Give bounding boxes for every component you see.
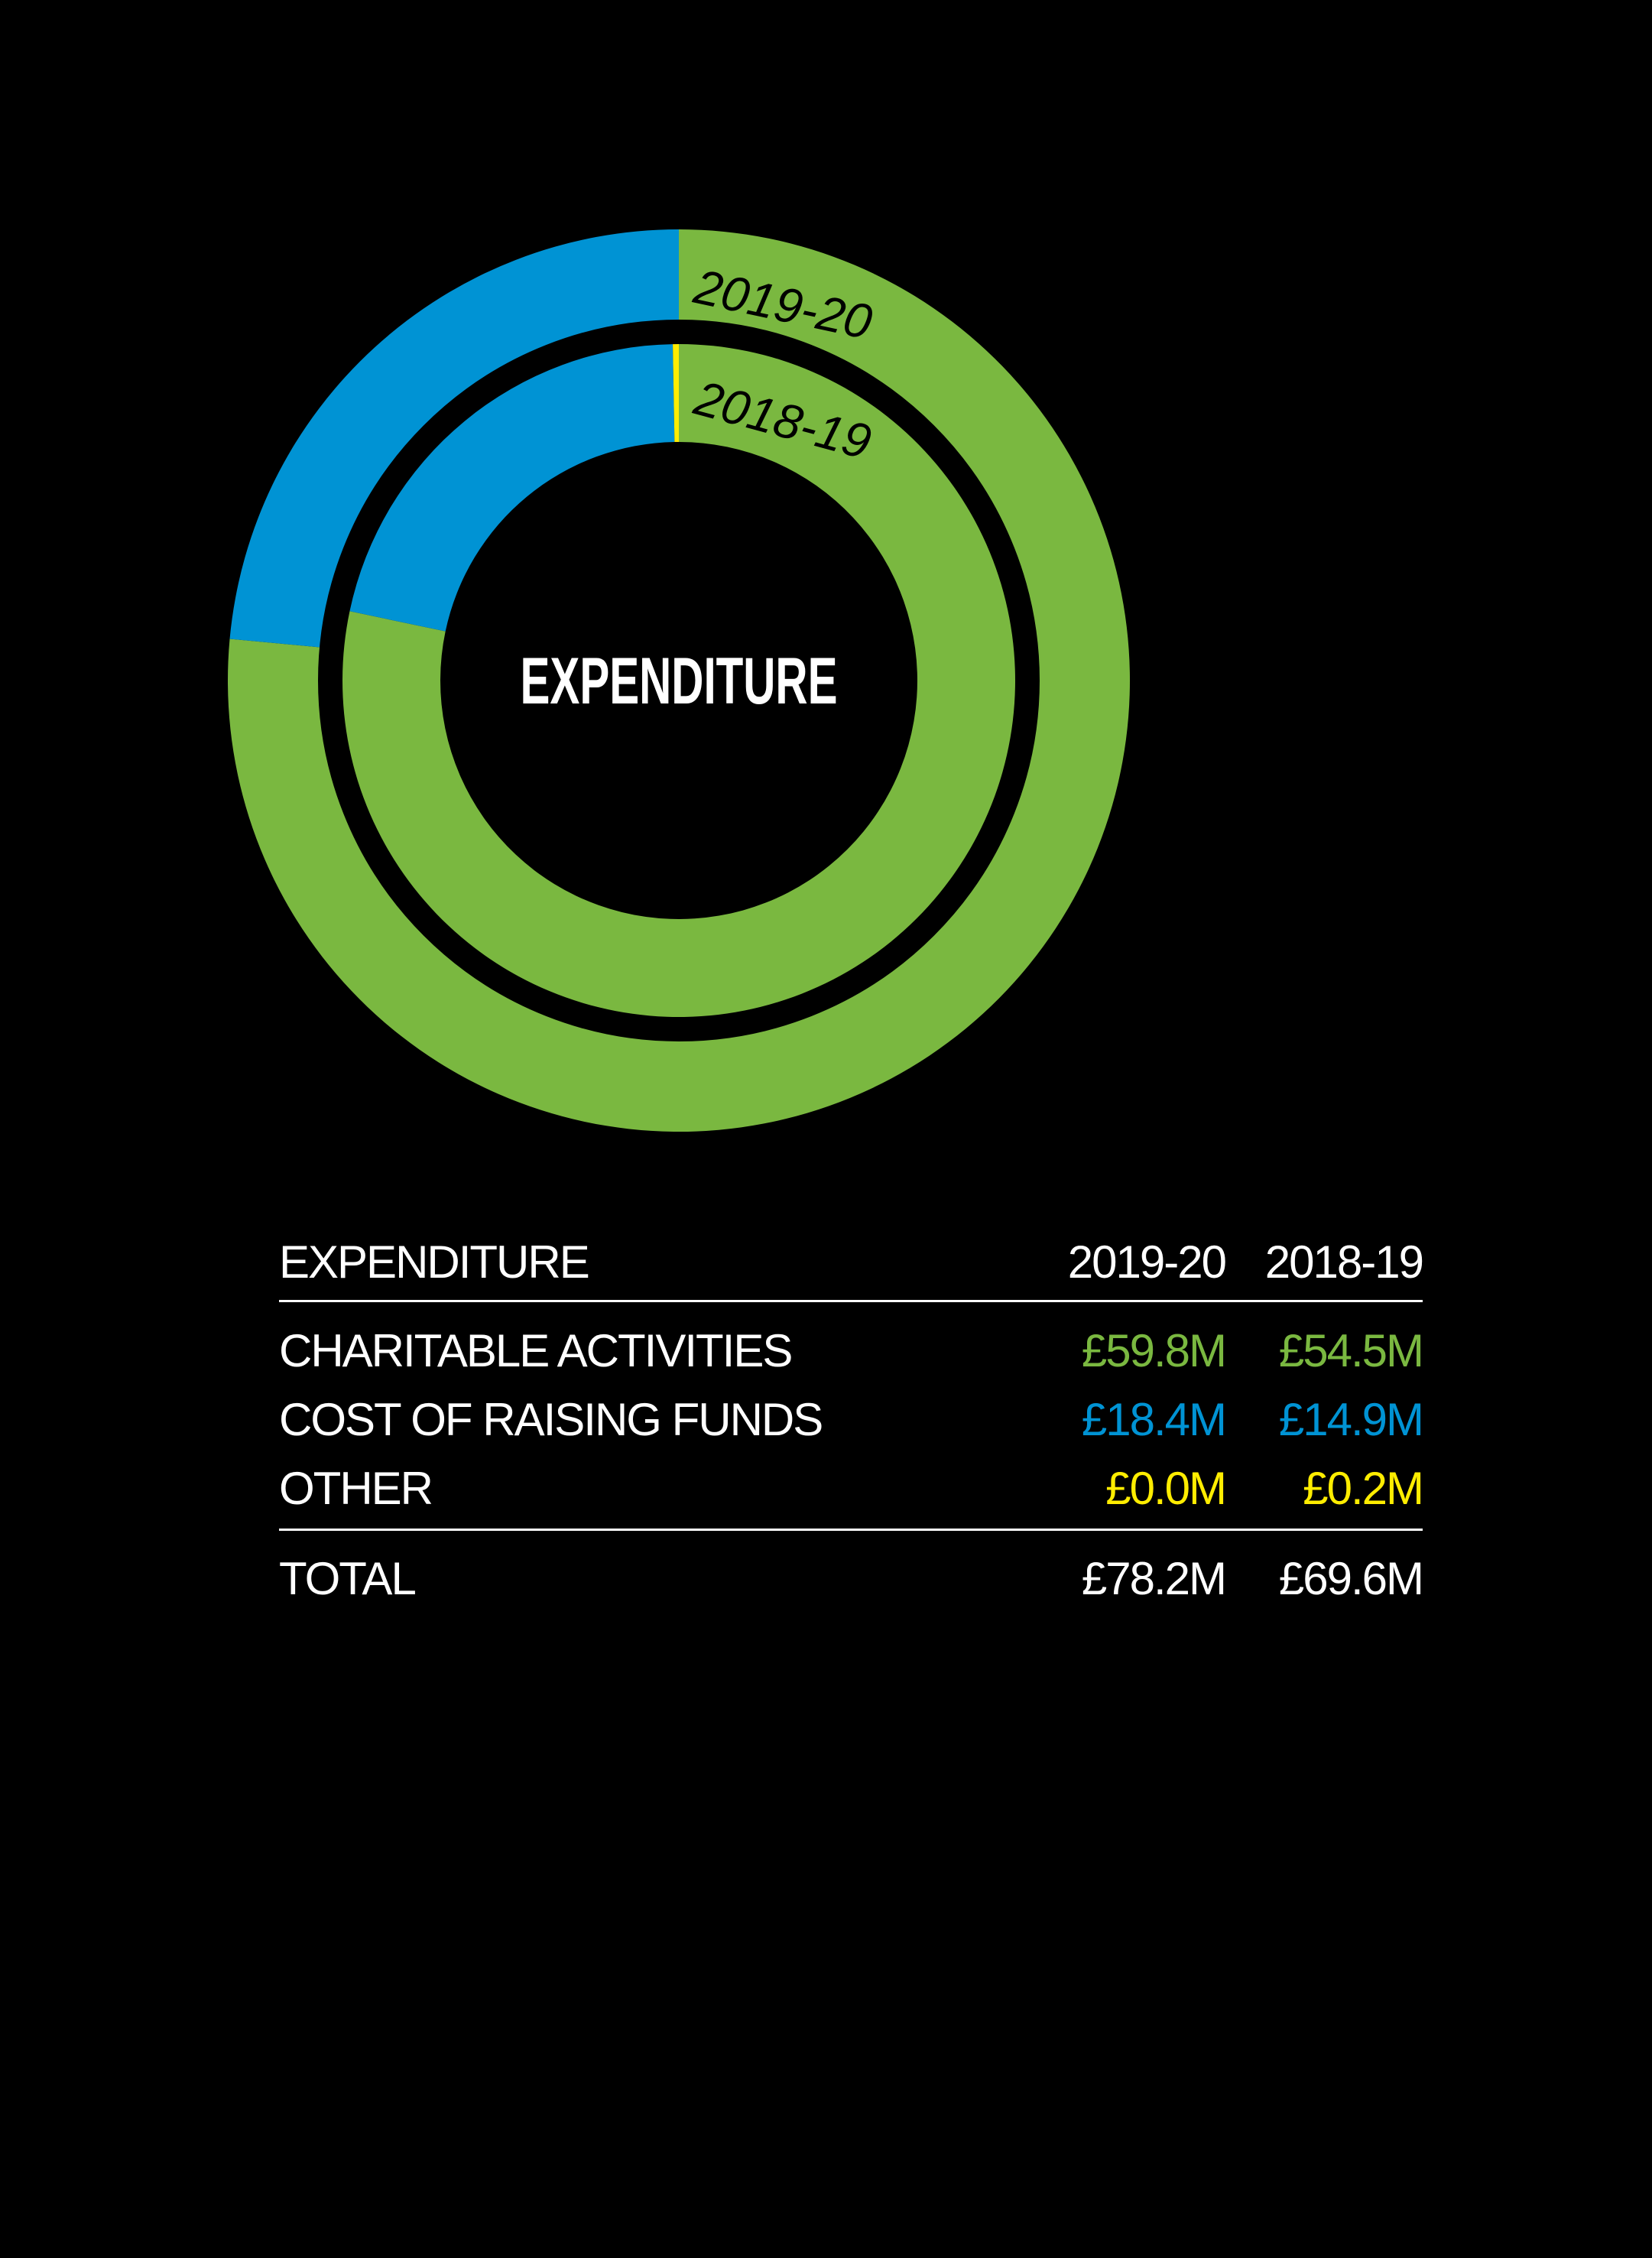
expenditure-table: EXPENDITURE 2019-20 2018-19 CHARITABLE A… xyxy=(279,1223,1424,1616)
table-header-row: EXPENDITURE 2019-20 2018-19 xyxy=(279,1223,1424,1300)
row-label: COST OF RAISING FUNDS xyxy=(279,1393,823,1445)
table-row-other: OTHER £0.0M £0.2M xyxy=(279,1454,1424,1522)
row-value-2018-19: £54.5M xyxy=(1278,1324,1424,1376)
inner-slice-cost-of-raising-funds xyxy=(349,344,675,632)
table-bottom-rule xyxy=(279,1529,1423,1531)
row-value-2019-20: £59.8M xyxy=(1081,1324,1227,1376)
row-value-2019-20: £0.0M xyxy=(1105,1462,1227,1514)
row-label: CHARITABLE ACTIVITIES xyxy=(279,1324,793,1376)
outer-ring-2019-20 xyxy=(228,229,1130,1132)
total-value-2019-20: £78.2M xyxy=(1081,1552,1227,1604)
table-header-col-2019-20: 2019-20 xyxy=(1067,1236,1227,1288)
row-value-2018-19: £0.2M xyxy=(1303,1462,1424,1514)
table-row-cost-of-raising-funds: COST OF RAISING FUNDS £18.4M £14.9M xyxy=(279,1385,1424,1454)
chart-center-title: EXPENDITURE xyxy=(521,645,838,718)
total-label: TOTAL xyxy=(279,1552,417,1604)
row-label: OTHER xyxy=(279,1462,433,1514)
total-value-2018-19: £69.6M xyxy=(1278,1552,1424,1604)
inner-slice-other xyxy=(673,344,679,443)
table-row-charitable-activities: CHARITABLE ACTIVITIES £59.8M £54.5M xyxy=(279,1316,1424,1385)
expenditure-donut-chart: 2019-20 2018-19 EXPENDITURE xyxy=(228,229,1130,1132)
table-top-rule xyxy=(279,1300,1423,1302)
inner-ring-2018-19 xyxy=(342,344,1015,1017)
outer-slice-cost-of-raising-funds xyxy=(229,229,679,648)
table-header-col-2018-19: 2018-19 xyxy=(1264,1236,1424,1288)
ring-separator xyxy=(318,320,1040,1041)
row-value-2019-20: £18.4M xyxy=(1081,1393,1227,1445)
table-row-total: TOTAL £78.2M £69.6M xyxy=(279,1540,1424,1616)
row-value-2018-19: £14.9M xyxy=(1278,1393,1424,1445)
table-header-label: EXPENDITURE xyxy=(279,1236,590,1288)
